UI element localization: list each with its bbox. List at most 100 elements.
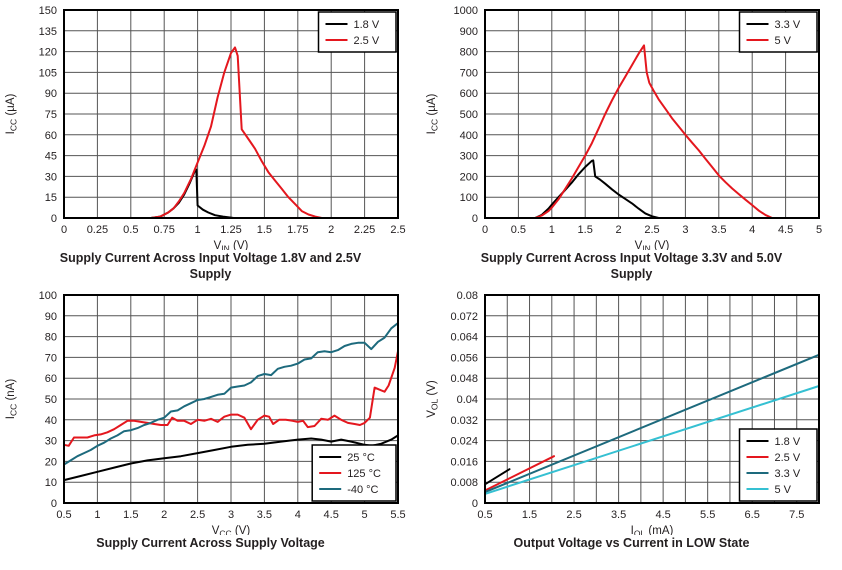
chart-canvas-vol-vs-iol: 0.5 1.5 2.5 3.5 4.5 5.5 6.5 7.5 0 0.008 0.016 0.024…	[426, 290, 820, 535]
chart-title-line: Supply Current Across Input Voltage 3.3V…	[480, 251, 783, 265]
x-tick-label: 2.5	[566, 509, 581, 521]
x-tick-label: 5	[362, 509, 368, 521]
legend-label: 5 V	[775, 35, 792, 47]
y-tick-label: 30	[45, 171, 57, 183]
x-tick-label: 2	[616, 224, 622, 236]
legend-label: 1.8 V	[354, 19, 380, 31]
x-tick-label: 0.5	[477, 509, 492, 521]
y-axis-label: ICC (µA)	[426, 94, 440, 135]
y-axis-label: VOL (V)	[426, 380, 440, 418]
tick-labels: 0.5 1 1.5 2 2.5 3 3.5 4 4.5 5 5.5 0 10 20 30 40 50 60 70 80…	[39, 290, 406, 521]
x-tick-label: 5	[816, 224, 822, 236]
y-tick-label: 0.08	[457, 290, 478, 302]
series-line-2-5-v	[484, 455, 555, 492]
y-tick-label: 0.024	[450, 436, 478, 448]
x-tick-label: 1.5	[257, 224, 272, 236]
chart-cell-supply-current-vin-3v3-5v0: 0 0.5 1 1.5 2 2.5 3 3.5 4 4.5 5 0 100 200 300 400 500 600…	[421, 0, 842, 285]
y-tick-label: 0.032	[450, 415, 478, 427]
y-tick-label: 150	[39, 5, 57, 17]
y-tick-label: 0.048	[450, 373, 478, 385]
x-tick-label: 4.5	[324, 509, 339, 521]
x-tick-label: 1.75	[287, 224, 308, 236]
x-tick-label: 3.5	[711, 224, 726, 236]
x-tick-label: 2	[328, 224, 334, 236]
x-tick-label: 3.5	[257, 509, 272, 521]
y-tick-label: 10	[45, 477, 57, 489]
series-line-2-5-v	[149, 46, 323, 219]
x-tick-label: 0.5	[511, 224, 526, 236]
chart-canvas-supply-current-vin-3v3-5v0: 0 0.5 1 1.5 2 2.5 3 3.5 4 4.5 5 0 100 200 300 400 500 600…	[426, 5, 823, 250]
x-tick-label: 1.5	[123, 509, 138, 521]
chart-cell-supply-current-vin-1v8-2v5: 0 0.25 0.5 0.75 1 1.25 1.5 1.75 2 2.25 2.5 0 15 30 45 6…	[0, 0, 421, 285]
y-tick-label: 0	[472, 213, 478, 225]
y-tick-label: 90	[45, 311, 57, 323]
y-tick-label: 0.072	[450, 311, 478, 323]
series-line-5-v	[534, 44, 774, 219]
y-tick-label: 60	[45, 130, 57, 142]
y-tick-label: 800	[460, 47, 478, 59]
series-group	[149, 46, 323, 219]
chart-cell-vol-vs-iol: 0.5 1.5 2.5 3.5 4.5 5.5 6.5 7.5 0 0.008 0.016 0.024…	[421, 285, 842, 570]
x-tick-label: 1	[549, 224, 555, 236]
chart-title-line: Supply Current Across Input Voltage 1.8V…	[59, 251, 362, 265]
y-tick-label: 90	[45, 88, 57, 100]
y-tick-label: 45	[45, 151, 57, 163]
y-tick-label: 0.016	[450, 456, 478, 468]
legend-label: 125 °C	[347, 468, 381, 480]
x-tick-label: 4.5	[778, 224, 793, 236]
y-tick-label: 135	[39, 26, 57, 38]
x-tick-label: 0	[61, 224, 67, 236]
y-tick-label: 0	[472, 498, 478, 510]
y-tick-label: 0.008	[450, 477, 478, 489]
series-line-3-3-v	[534, 159, 660, 219]
chart-canvas-supply-current-vcc: 0.5 1 1.5 2 2.5 3 3.5 4 4.5 5 5.5 0 10 20 30 40 50 60 70 80…	[5, 290, 406, 535]
y-tick-label: 80	[45, 332, 57, 344]
x-tick-label: 0.5	[56, 509, 71, 521]
y-tick-label: 0.064	[450, 332, 478, 344]
chart-title-line: Output Voltage vs Current in LOW State	[513, 536, 750, 550]
legend-label: 25 °C	[347, 452, 375, 464]
y-tick-label: 70	[45, 352, 57, 364]
chart-title: Supply Current Across Input Voltage 1.8V…	[35, 251, 387, 282]
y-tick-label: 30	[45, 436, 57, 448]
x-axis-label: VCC (V)	[212, 525, 251, 535]
chart-cell-supply-current-vcc: 0.5 1 1.5 2 2.5 3 3.5 4 4.5 5 5.5 0 10 20 30 40 50 60 70 80…	[0, 285, 421, 570]
x-tick-label: 0.25	[87, 224, 108, 236]
series-line-3-3-v	[484, 353, 820, 494]
x-axis-label: IOL (mA)	[631, 525, 674, 535]
plot-border	[484, 294, 820, 504]
legend-box	[317, 11, 397, 53]
x-tick-label: 2.5	[190, 509, 205, 521]
x-tick-label: 1	[195, 224, 201, 236]
x-axis-label: VIN (V)	[214, 240, 249, 250]
x-tick-label: 1.25	[220, 224, 241, 236]
y-tick-label: 200	[460, 171, 478, 183]
legend-label: 2.5 V	[775, 452, 801, 464]
tick-labels: 0.5 1.5 2.5 3.5 4.5 5.5 6.5 7.5 0 0.008 0.016 0.024…	[450, 290, 804, 521]
x-tick-label: 3.5	[611, 509, 626, 521]
y-tick-label: 0.056	[450, 352, 478, 364]
legend: 1.8 V 2.5 V	[317, 11, 397, 53]
chart-title: Supply Current Across Input Voltage 3.3V…	[456, 251, 808, 282]
x-tick-label: 3	[228, 509, 234, 521]
y-tick-label: 0	[51, 498, 57, 510]
tick-labels: 0 0.5 1 1.5 2 2.5 3 3.5 4 4.5 5 0 100 200 300 400 500 600…	[454, 5, 823, 236]
legend-label: 2.5 V	[354, 35, 380, 47]
series-line-1-8-v	[484, 468, 511, 486]
y-tick-label: 100	[39, 290, 57, 302]
x-tick-label: 4	[749, 224, 755, 236]
x-tick-label: 5.5	[390, 509, 405, 521]
y-tick-label: 105	[39, 67, 57, 79]
y-axis-label: ICC (nA)	[5, 379, 19, 420]
y-tick-label: 0	[51, 213, 57, 225]
y-tick-label: 75	[45, 109, 57, 121]
y-tick-label: 40	[45, 415, 57, 427]
chart-title: Supply Current Across Supply Voltage	[35, 536, 387, 552]
x-tick-label: 0	[482, 224, 488, 236]
y-tick-label: 500	[460, 109, 478, 121]
y-tick-label: 100	[460, 192, 478, 204]
y-tick-label: 0.04	[457, 394, 478, 406]
plot-border	[63, 9, 399, 219]
chart-title-line: Supply	[189, 266, 232, 281]
